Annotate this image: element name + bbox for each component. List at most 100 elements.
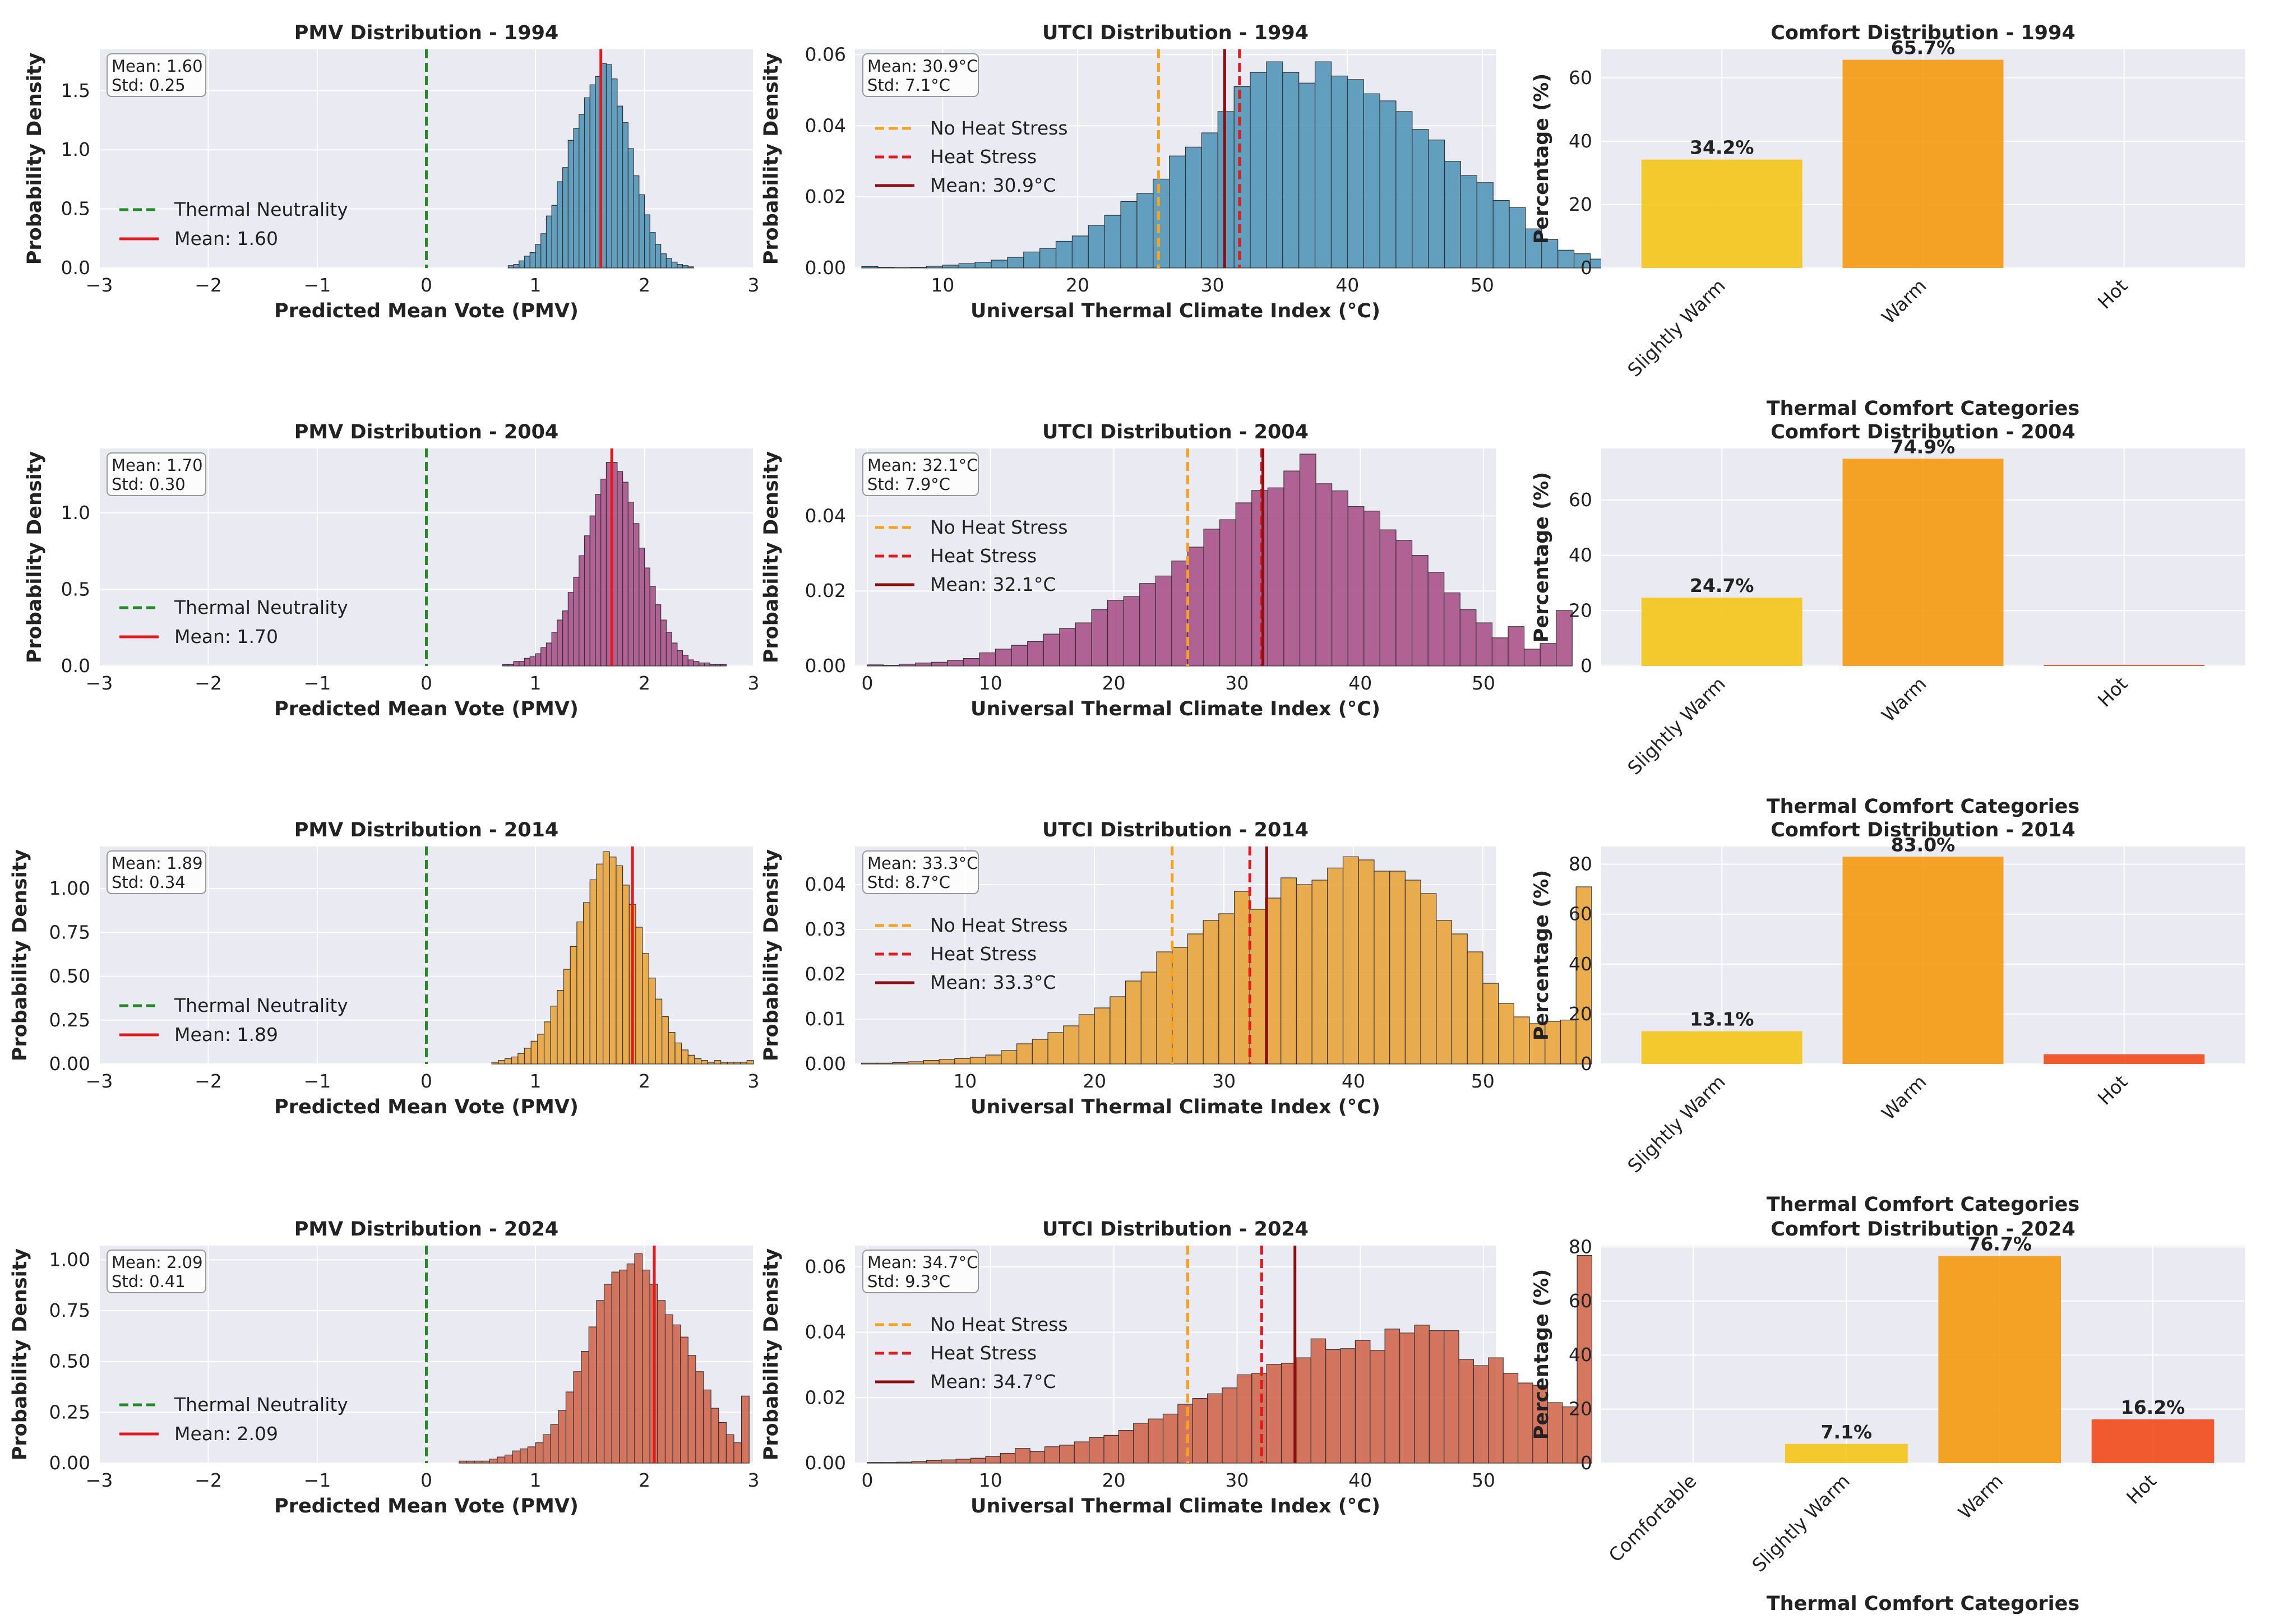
x-tick-label: 50: [1472, 672, 1495, 694]
histogram-bar: [714, 1060, 722, 1065]
histogram-bar: [1023, 251, 1041, 269]
histogram-bar: [1136, 193, 1154, 269]
histogram-bar: [1169, 155, 1186, 269]
legend-label-neutrality: Thermal Neutrality: [174, 596, 348, 618]
histogram-bar: [1517, 1382, 1533, 1464]
histogram-bar: [1027, 641, 1044, 667]
histogram-bar: [1222, 1387, 1238, 1464]
histogram-bar: [1492, 200, 1510, 269]
histogram-bar: [551, 632, 558, 667]
y-tick-label: 1.0: [61, 138, 90, 160]
histogram-bar: [1192, 1398, 1208, 1464]
histogram-bar: [1250, 72, 1267, 269]
histogram-bar: [540, 647, 547, 667]
y-tick-label: 0.25: [49, 1401, 90, 1423]
x-tick-label: Slightly Warm: [1623, 1071, 1730, 1177]
y-tick-label: 0.0: [61, 655, 90, 677]
histogram-bar: [1573, 253, 1591, 269]
histogram-bar: [482, 1460, 490, 1464]
histogram-bar: [639, 194, 645, 269]
histogram-bar: [1266, 1364, 1282, 1464]
histogram-bar: [1523, 649, 1541, 667]
histogram-bar: [600, 479, 607, 667]
x-tick-label: 2: [639, 1469, 650, 1491]
stats-box: [107, 850, 206, 894]
histogram-bar: [1436, 920, 1453, 1065]
histogram-bar: [567, 592, 574, 667]
histogram-bar: [537, 1034, 545, 1065]
y-tick-label: 0.01: [805, 1008, 846, 1030]
histogram-bar: [693, 661, 700, 667]
histogram-bar: [707, 1062, 715, 1065]
y-tick-label: 0.00: [805, 257, 846, 279]
histogram-bar: [584, 535, 590, 667]
histogram-bar: [573, 576, 580, 667]
histogram-bar: [1000, 1452, 1016, 1464]
histogram-bar: [963, 658, 980, 667]
x-tick-label: 0: [420, 672, 432, 694]
y-tick-label: 0.06: [805, 1256, 846, 1278]
histogram: [867, 454, 1573, 667]
subplot-comfort-1994: 34.2% Slightly Warm 65.7% Warm Hot Thermal Co…: [1531, 22, 2245, 420]
histogram-bar: [626, 1264, 635, 1464]
histogram-bar: [530, 1040, 538, 1065]
histogram-bar: [474, 1460, 483, 1464]
histogram-bar: [567, 140, 574, 269]
y-tick-label: 0.25: [49, 1009, 90, 1031]
histogram-bar: [1266, 61, 1283, 269]
histogram-bar: [668, 1032, 676, 1065]
y-axis-label: Percentage (%): [1531, 870, 1553, 1040]
histogram-bar: [1171, 561, 1189, 667]
subplot-title: Comfort Distribution - 2024: [1771, 1218, 2076, 1241]
histogram-bar: [1011, 645, 1028, 667]
histogram-bar: [649, 586, 656, 667]
x-tick-label: 3: [748, 274, 760, 296]
subplot-comfort-2004: 24.7% Slightly Warm 74.9% Warm Hot Thermal Co…: [1531, 421, 2245, 818]
x-tick-label: −2: [195, 1469, 222, 1491]
x-tick-label: 20: [1083, 1070, 1106, 1092]
y-axis-label: Probability Density: [9, 849, 31, 1062]
histogram-bar: [1389, 871, 1406, 1065]
histogram-bar: [969, 1057, 986, 1065]
histogram-bar: [1482, 983, 1499, 1065]
x-tick-label: 50: [1471, 1070, 1495, 1092]
histogram-bar: [931, 661, 948, 667]
x-tick-label: 1: [530, 1469, 542, 1491]
histogram-bar: [642, 1269, 650, 1464]
x-tick-label: 50: [1472, 1469, 1495, 1491]
x-axis-label: Predicted Mean Vote (PMV): [274, 1495, 579, 1517]
histogram-bar: [1187, 547, 1204, 667]
histogram-bar: [520, 1449, 528, 1464]
histogram-bar: [512, 1450, 521, 1464]
stats-box: [107, 53, 206, 97]
y-axis-label: Probability Density: [24, 53, 46, 265]
legend-label-mean: Mean: 1.70: [174, 626, 278, 647]
histogram-bar: [910, 267, 927, 269]
histogram-bar: [665, 258, 672, 269]
histogram-bar: [662, 1016, 669, 1065]
histogram-bar: [535, 244, 542, 269]
histogram-bar: [584, 97, 590, 269]
y-tick-label: 0.02: [805, 963, 846, 985]
histogram-bar: [671, 261, 678, 269]
stats-std-text: Std: 0.34: [112, 873, 186, 892]
y-tick-label: 0: [1580, 257, 1592, 279]
stats-mean-text: Mean: 1.60: [112, 57, 203, 76]
histogram-bar: [1315, 483, 1333, 667]
histogram-bar: [1282, 72, 1300, 269]
histogram-bar: [524, 256, 530, 269]
x-tick-label: 20: [1066, 274, 1089, 296]
x-tick-label: Hot: [2093, 673, 2132, 711]
histogram-bar: [720, 664, 727, 667]
category-bar: [1938, 1256, 2061, 1463]
subplot-title: UTCI Distribution - 2024: [1042, 1218, 1309, 1241]
histogram-bar: [529, 656, 536, 667]
category-bar: [1842, 59, 2004, 269]
x-tick-label: −1: [304, 274, 331, 296]
stats-std-text: Std: 7.1°C: [867, 76, 950, 95]
x-tick-label: 50: [1471, 274, 1494, 296]
y-axis-label: Percentage (%): [1531, 1269, 1553, 1440]
histogram-bar: [627, 148, 634, 269]
histogram-bar: [570, 946, 577, 1065]
histogram-bar: [622, 482, 628, 667]
